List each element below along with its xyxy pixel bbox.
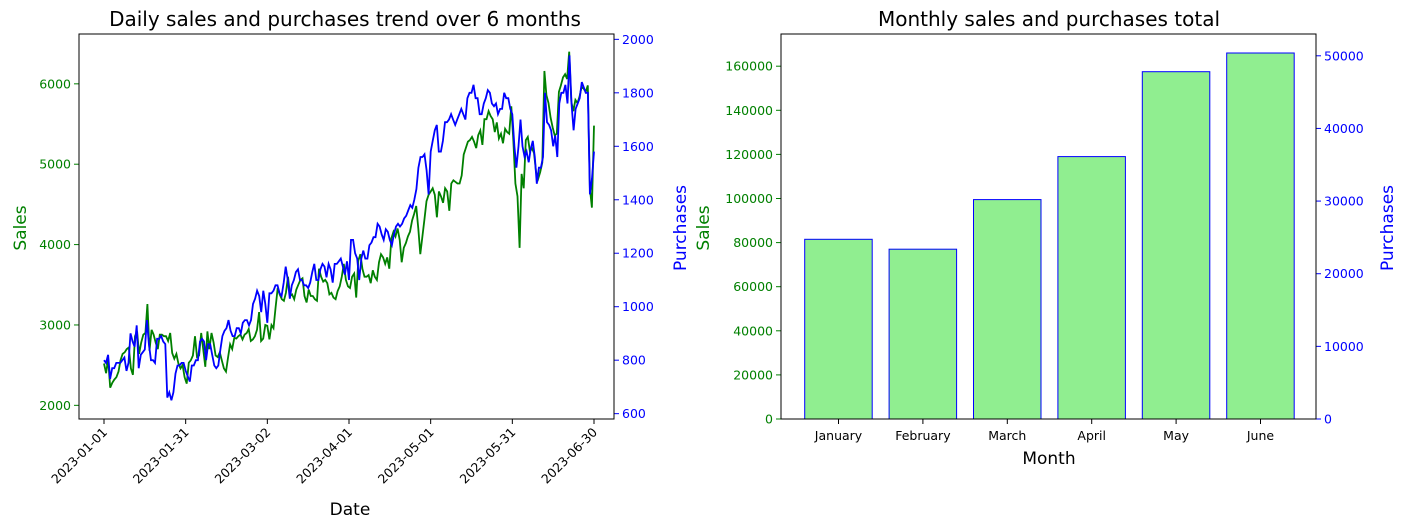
- month-tick-label: March: [988, 428, 1026, 443]
- sales-total-tick-label: 60000: [733, 279, 773, 294]
- monthly-total-chart: Monthly sales and purchases total 0 20000…: [694, 7, 1398, 469]
- monthly-total-ylabel-purchases: Purchases: [1378, 185, 1398, 271]
- date-tick-label: 2023-04-01: [293, 425, 355, 487]
- month-tick-label: February: [895, 428, 951, 443]
- daily-trend-xlabel: Date: [330, 500, 371, 520]
- daily-trend-ylabel-sales: Sales: [11, 205, 31, 250]
- monthly-total-title: Monthly sales and purchases total: [878, 7, 1220, 31]
- bar-january: [804, 238, 873, 420]
- date-tick-label: 2023-03-02: [211, 425, 273, 487]
- sales-tick-label: 2000: [39, 398, 71, 413]
- sales-total-tick-label: 40000: [733, 323, 773, 338]
- purchases-total-tick-label: 50000: [1324, 48, 1364, 63]
- bar-march: [973, 199, 1042, 420]
- daily-trend-series: [103, 51, 595, 401]
- daily-trend-chart: Daily sales and purchases trend over 6 m…: [11, 7, 691, 520]
- purchases-tick-label: 1800: [622, 85, 654, 100]
- purchases-tick-label: 1400: [622, 192, 654, 207]
- daily-trend-title: Daily sales and purchases trend over 6 m…: [109, 7, 581, 31]
- sales-total-tick-label: 20000: [733, 367, 773, 382]
- monthly-total-sales-axis: 0 20000 40000 60000 80000 100000 120000 140000 1…: [725, 59, 781, 427]
- monthly-total-plot-frame: [780, 33, 1317, 420]
- date-tick-label: 2023-05-31: [456, 425, 518, 487]
- daily-trend-sales-axis: 2000 3000 4000 5000 6000: [39, 76, 79, 413]
- purchases-tick-label: 800: [622, 353, 646, 368]
- month-tick-label: June: [1246, 428, 1275, 443]
- purchases-total-tick-label: 0: [1324, 412, 1332, 427]
- sales-tick-label: 6000: [39, 76, 71, 91]
- bar-april: [1057, 156, 1126, 420]
- date-tick-label: 2023-06-30: [538, 424, 600, 486]
- monthly-total-purchases-axis: 0 10000 20000 30000 40000 50000: [1316, 48, 1364, 427]
- bar-june: [1226, 52, 1295, 420]
- purchases-tick-label: 1200: [622, 246, 654, 261]
- purchases-tick-label: 1600: [622, 139, 654, 154]
- sales-total-tick-label: 160000: [725, 59, 773, 74]
- sales-tick-label: 3000: [39, 317, 71, 332]
- daily-trend-date-axis: 2023-01-01 2023-01-31 2023-03-02 2023-04-01…: [48, 419, 600, 486]
- series-line-purchases: [103, 55, 595, 401]
- purchases-total-tick-label: 30000: [1324, 194, 1364, 209]
- monthly-total-bars: [804, 52, 1295, 420]
- sales-total-tick-label: 80000: [733, 235, 773, 250]
- daily-trend-plot-frame: [78, 33, 615, 420]
- series-line-sales: [103, 51, 595, 389]
- sales-total-tick-label: 100000: [725, 191, 773, 206]
- bar-february: [888, 248, 958, 420]
- purchases-tick-label: 600: [622, 406, 646, 421]
- monthly-total-xlabel: Month: [1022, 449, 1075, 469]
- bar-may: [1141, 71, 1211, 420]
- month-tick-label: January: [814, 428, 863, 443]
- daily-trend-ylabel-purchases: Purchases: [671, 185, 691, 271]
- monthly-total-month-axis: January February March April May June: [814, 419, 1275, 443]
- purchases-total-tick-label: 40000: [1324, 121, 1364, 136]
- date-tick-label: 2023-01-31: [130, 425, 192, 487]
- month-tick-label: April: [1077, 428, 1106, 443]
- date-tick-label: 2023-01-01: [48, 425, 110, 487]
- sales-tick-label: 5000: [39, 157, 71, 172]
- purchases-tick-label: 2000: [622, 32, 654, 47]
- purchases-total-tick-label: 10000: [1324, 339, 1364, 354]
- month-tick-label: May: [1163, 428, 1189, 443]
- purchases-tick-label: 1000: [622, 299, 654, 314]
- sales-total-tick-label: 120000: [725, 147, 773, 162]
- daily-trend-purchases-axis: 600 800 1000 1200 1400 1600 1800 2000: [614, 32, 654, 421]
- sales-tick-label: 4000: [39, 237, 71, 252]
- date-tick-label: 2023-05-01: [375, 425, 437, 487]
- sales-total-tick-label: 140000: [725, 103, 773, 118]
- purchases-total-tick-label: 20000: [1324, 266, 1364, 281]
- sales-total-tick-label: 0: [765, 412, 773, 427]
- monthly-total-ylabel-sales: Sales: [694, 205, 714, 250]
